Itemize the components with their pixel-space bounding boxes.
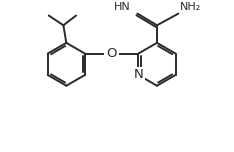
Text: N: N xyxy=(134,69,143,81)
Text: HN: HN xyxy=(114,2,131,12)
Text: NH₂: NH₂ xyxy=(180,2,202,12)
Text: O: O xyxy=(106,47,117,60)
